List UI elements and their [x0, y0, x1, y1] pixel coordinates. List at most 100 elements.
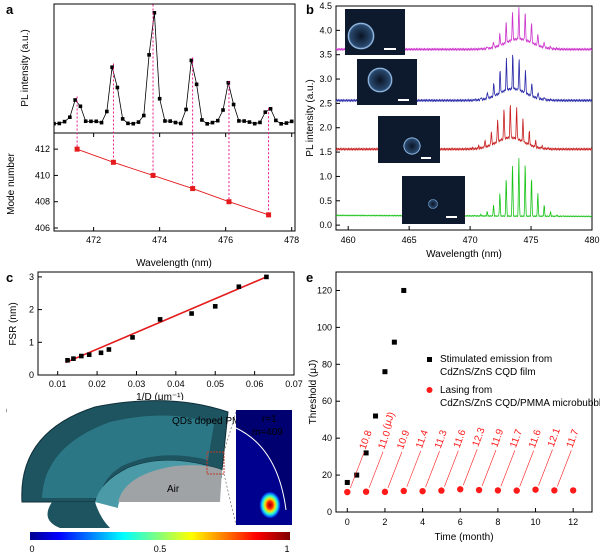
- colorbar-tick-0: 0: [29, 544, 34, 554]
- mode-point-0: [74, 146, 80, 152]
- spectrum-point-19: [152, 11, 157, 15]
- panel-c-y-ticks: 0 1 2 3: [29, 272, 42, 380]
- annotation-leader-5: [444, 450, 459, 487]
- spectrum-point-33: [226, 80, 231, 85]
- bubble-threshold-point-11: [551, 487, 558, 494]
- mode-point-3: [190, 186, 196, 192]
- colorbar-tick-0.5: 0.5: [154, 544, 167, 554]
- spectrum-point-41: [268, 107, 273, 111]
- panel-b-y-ticks: 0.0 0.5 1.0 1.5 2.0 2.5 3.0 3.5 4.0 4.5: [319, 1, 340, 230]
- fsr-point-8: [189, 311, 194, 316]
- panel-e-xlabel: Time (month): [434, 532, 493, 543]
- mode-field-inset: r=1 m=409: [235, 410, 292, 525]
- spectrum-point-16: [136, 120, 141, 124]
- fsr-point-2: [79, 353, 84, 359]
- panel-a-x-ticks: 472 474 476 478: [86, 133, 299, 245]
- spectrum-point-4: [73, 98, 77, 102]
- e-xtick-label-5: 10: [531, 517, 541, 527]
- spectrum-point-45: [289, 119, 294, 124]
- legend-marker-film: [427, 357, 432, 362]
- panel-a-spectrum: [54, 11, 294, 126]
- panel-e: 10.8 11.0 10.9 11.4 11.3 11.6 12.3 11.9 11.7 11.6…: [308, 271, 600, 543]
- panel-a-y-ticks: 406 408 410 412: [35, 144, 58, 233]
- spectrum-point-38: [252, 121, 257, 126]
- b-xtick-label-3: 475: [524, 235, 539, 245]
- panel-c-frame: [37, 271, 295, 376]
- annotation-label-4: 11.3: [433, 428, 450, 450]
- spectrum-point-26: [189, 58, 194, 63]
- panel-c-ylabel: FSR (nm): [8, 302, 19, 345]
- annotation-label-10: 12.1: [546, 426, 563, 448]
- bubble-threshold-point-1: [362, 488, 370, 495]
- spectrum-point-20: [157, 96, 162, 101]
- spectrum-point-24: [178, 121, 183, 126]
- e-xtick-label-4: 8: [495, 517, 500, 527]
- c-ytick-label-0: 0: [29, 370, 34, 380]
- mode-fit-line: [76, 148, 269, 216]
- panel-d-qd-label: QDs doped PMMA: [172, 416, 256, 427]
- spectrum-point-42: [274, 118, 278, 123]
- spectrum-point-11: [110, 65, 114, 69]
- panel-e-ylabel: Threshold (μJ): [308, 360, 319, 425]
- e-ytick-label-0: 0: [327, 507, 332, 517]
- spectrum-line: [54, 12, 292, 125]
- annotation-leader-2: [387, 451, 403, 488]
- fsr-point-7: [157, 317, 163, 322]
- fsr-point-1: [71, 356, 76, 361]
- bubble-threshold-point-9: [513, 487, 520, 494]
- b-ytick-label-5: 2.5: [319, 98, 332, 108]
- mode-point-4: [226, 199, 232, 205]
- spectrum-point-17: [141, 113, 146, 118]
- spectrum-point-28: [200, 118, 204, 122]
- c-xtick-label-2: 0.03: [128, 379, 146, 389]
- bubble-threshold-point-8: [494, 487, 502, 494]
- e-xtick-label-3: 6: [458, 517, 463, 527]
- annotation-label-7: 11.9: [489, 427, 506, 449]
- c-xtick-label-5: 0.06: [246, 379, 264, 389]
- c-ytick-label-3: 3: [29, 272, 34, 282]
- fsr-point-6: [130, 335, 135, 340]
- spectrum-point-25: [184, 107, 188, 112]
- spectrum-series-1: [336, 105, 592, 152]
- spectrum-point-12: [115, 85, 120, 90]
- spectrum-point-44: [284, 121, 289, 125]
- bubble-threshold-point-3: [400, 487, 407, 495]
- film-threshold-point-5: [391, 339, 397, 345]
- annotation-leader-1: [368, 451, 384, 488]
- a-ytick-label-2: 410: [35, 170, 50, 180]
- film-threshold-point-3: [373, 413, 379, 419]
- spectrum-point-5: [78, 104, 83, 109]
- film-threshold-point-6: [401, 287, 407, 293]
- spectrum-point-40: [263, 110, 268, 114]
- annotation-leader-6: [462, 449, 478, 486]
- panel-label-c: c: [6, 270, 13, 285]
- annotation-label-1: 11.0: [377, 429, 394, 451]
- e-ytick-label-4: 80: [322, 359, 332, 369]
- spectrum-point-36: [242, 119, 246, 123]
- e-xtick-label-2: 4: [420, 517, 425, 527]
- panel-c-x-ticks: 0.01 0.02 0.03 0.04 0.05 0.06 0.07: [49, 371, 303, 389]
- b-ytick-label-3: 1.5: [319, 147, 332, 157]
- e-xtick-label-6: 12: [568, 517, 578, 527]
- bubble-threshold-point-7: [475, 486, 483, 494]
- inset-micrograph-3: [378, 116, 440, 163]
- annotation-leader-10: [538, 449, 553, 486]
- bubble-threshold-point-2: [381, 488, 389, 496]
- b-ytick-label-4: 2.0: [319, 123, 332, 133]
- spectrum-point-27: [194, 82, 199, 87]
- panel-b: 460 465 470 475 480 0.0 0.5 1.0 1.5 2.0 2.5 3.0 3.5…: [305, 1, 600, 260]
- panel-c-plot: [65, 274, 269, 364]
- c-ytick-label-1: 1: [29, 337, 34, 347]
- panel-c-xlabel: 1/D (μm⁻¹): [136, 392, 184, 403]
- film-threshold-point-2: [363, 450, 369, 456]
- c-xtick-label-3: 0.04: [167, 379, 185, 389]
- film-threshold-point-4: [382, 369, 388, 375]
- spectrum-point-9: [99, 120, 104, 125]
- inset-micrograph-4: [402, 176, 465, 224]
- panel-c: 0.01 0.02 0.03 0.04 0.05 0.06 0.07 0 1 2 3 FSR (n…: [8, 271, 303, 403]
- legend-label-film: Stimulated emission from CdZnS/ZnS CQD f…: [440, 354, 555, 378]
- bubble-threshold-point-5: [438, 487, 445, 494]
- panel-e-x-ticks: 0 2 4 6 8 10 12: [345, 508, 578, 527]
- panel-a-mode-plot: [74, 4, 272, 218]
